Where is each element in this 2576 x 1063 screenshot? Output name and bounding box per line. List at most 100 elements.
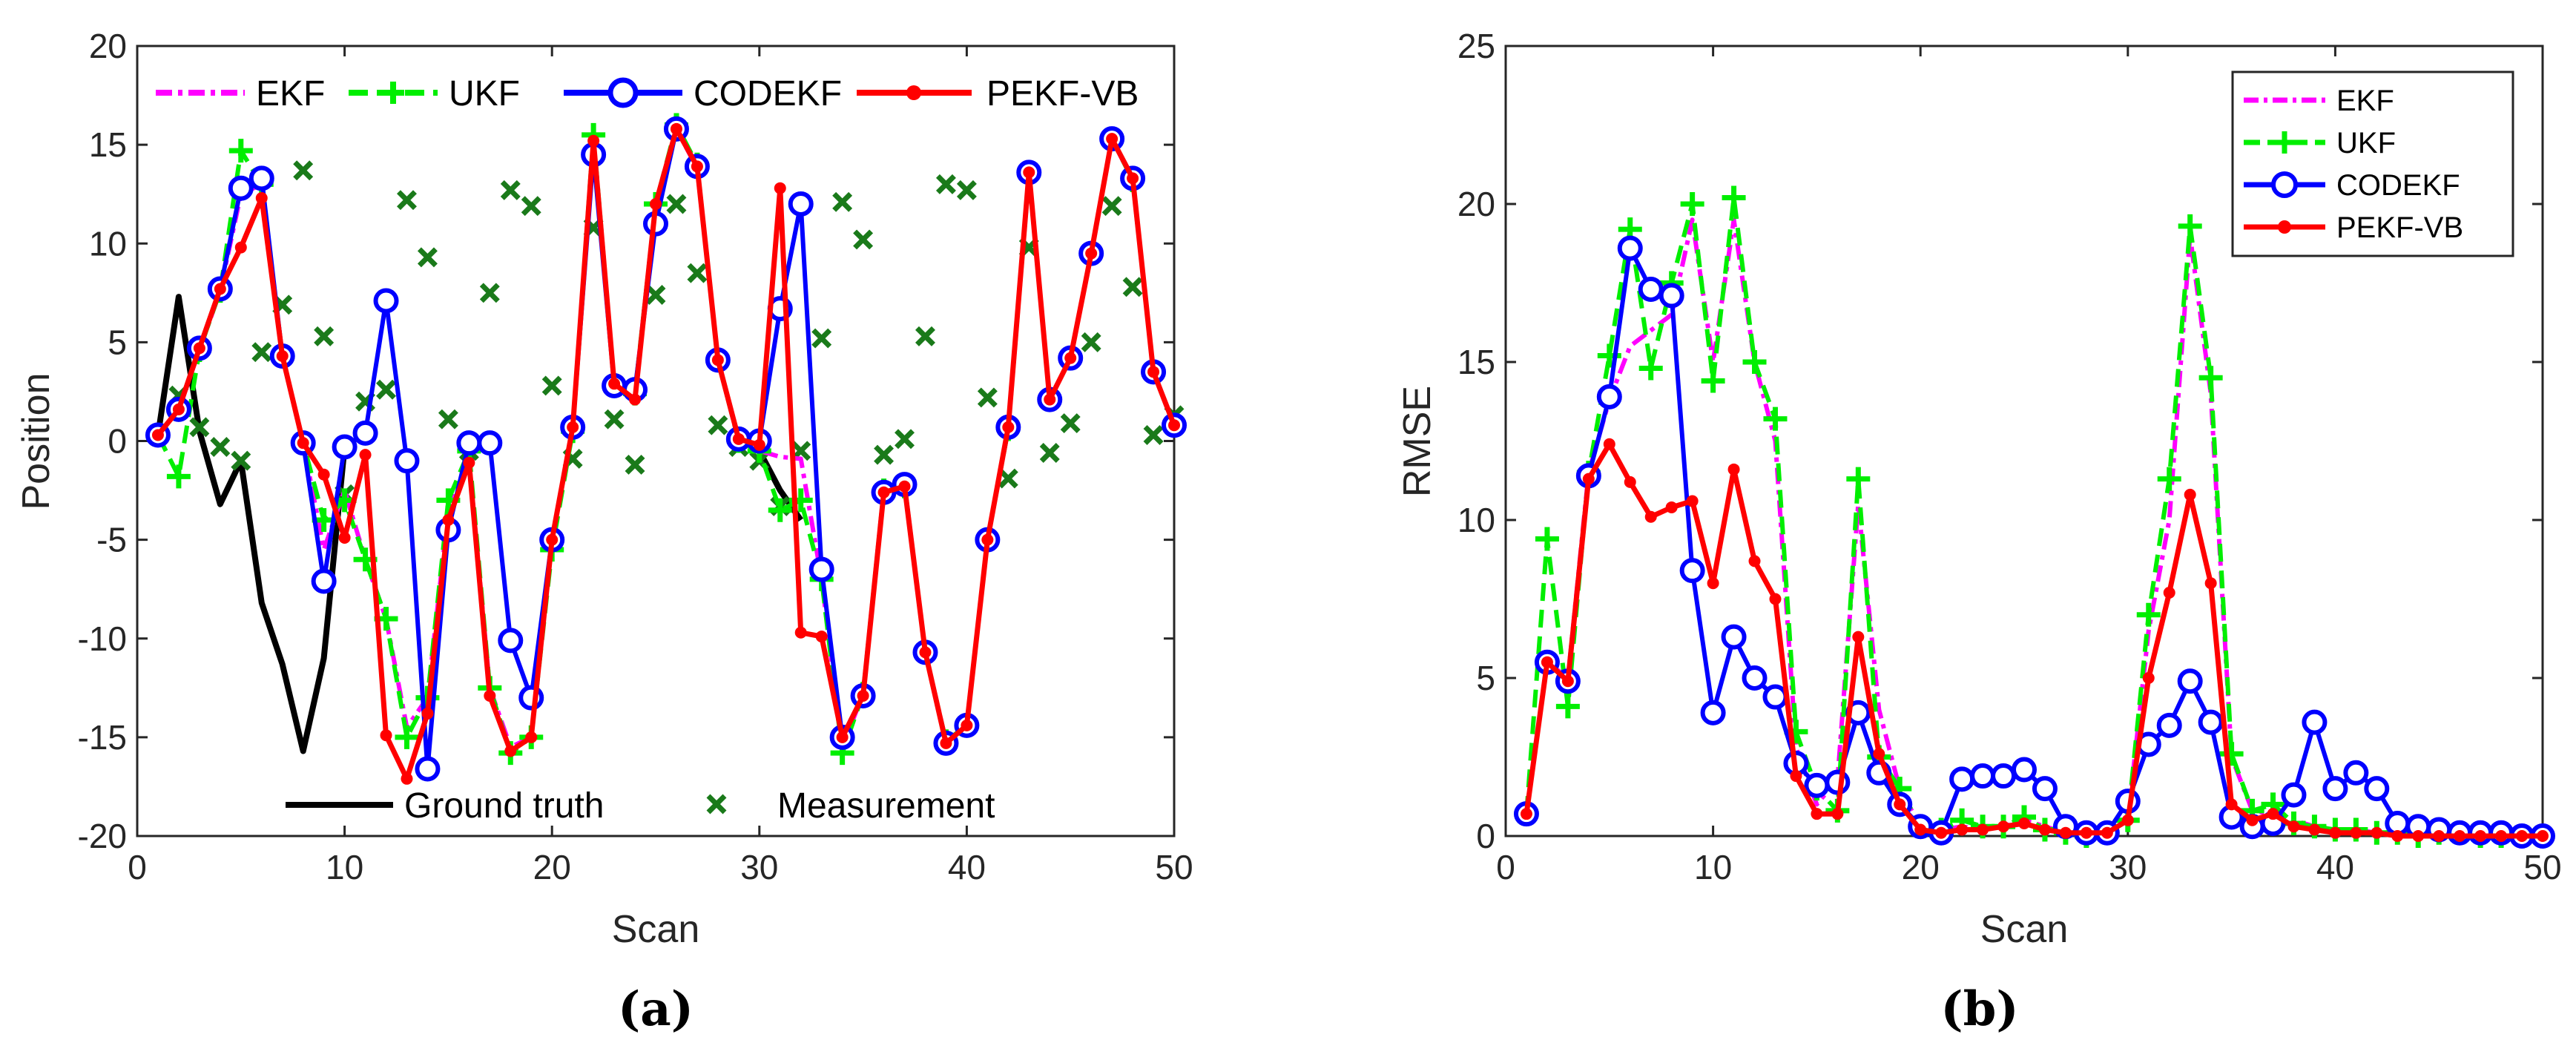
b-series-codekf-point <box>2343 760 2369 786</box>
a-xtick-label: 10 <box>326 848 363 886</box>
a-series-codekf-point <box>311 568 337 594</box>
a-series-codekf-point <box>415 756 441 782</box>
b-series-pekf-vb-point <box>1686 495 1699 507</box>
a-series-pekf-vb-point <box>234 241 247 254</box>
b-series-pekf-vb-point <box>2121 814 2134 826</box>
b-series-pekf-vb-point <box>1873 748 1885 760</box>
a-series-measurement-point <box>915 326 935 346</box>
a-series-ukf-point <box>768 498 792 522</box>
b-series-pekf-vb-point <box>2474 830 2487 842</box>
b-series-codekf-point <box>1762 684 1788 710</box>
a-series-pekf-vb-point <box>442 514 455 526</box>
b-series-codekf-point <box>2302 709 2328 735</box>
a-series-pekf-vb-point <box>877 486 890 498</box>
b-series-pekf-vb-point <box>2267 808 2279 820</box>
a-series-measurement-point <box>895 429 915 450</box>
a-series-pekf-vb-point <box>151 429 164 441</box>
b-series-pekf-vb-point <box>1748 555 1761 567</box>
a-series-measurement-point <box>956 180 977 200</box>
b-series-pekf-vb-point <box>1665 501 1678 513</box>
b-series-codekf-point <box>1700 700 1726 725</box>
b-series-ukf-point <box>2198 366 2223 390</box>
a-series-codekf-point <box>498 628 524 654</box>
b-series-pekf-vb-point <box>1561 675 1574 688</box>
b-series-pekf-vb-point <box>1582 473 1595 485</box>
b-ylabel: RMSE <box>1396 386 1439 497</box>
a-series-pekf-vb-point <box>1064 352 1077 364</box>
a-series-codekf-point <box>394 448 420 474</box>
a-series-pekf-vb-point <box>338 531 351 544</box>
b-ytick-label: 10 <box>1457 501 1495 539</box>
a-series-pekf-vb-point <box>1127 172 1139 185</box>
a-series-pekf-vb-point <box>172 403 185 415</box>
a-panel-label: (a) <box>618 981 694 1037</box>
a-series-pekf-vb-point <box>546 533 559 546</box>
b-series-pekf-vb-point <box>2516 830 2529 842</box>
a-series-measurement-point <box>1101 196 1122 217</box>
b-series-pekf-vb-point <box>1769 593 1782 605</box>
a-ytick-label: 20 <box>89 27 127 65</box>
b-series-codekf-point <box>1679 558 1705 584</box>
a-series-measurement-point <box>293 160 314 181</box>
b-series-pekf-vb-point <box>2391 830 2404 842</box>
a-series-pekf-vb-point <box>484 689 496 702</box>
b-series-pekf-vb-point <box>2204 577 2217 590</box>
a-series-pekf-vb-point <box>919 646 932 659</box>
b-series-pekf-vb-point <box>2163 586 2175 599</box>
b-series-codekf-point <box>2198 709 2224 735</box>
b-legend-ekf-label: EKF <box>2336 85 2394 117</box>
b-series-ukf-point <box>1701 369 1725 393</box>
a-series-pekf-vb-point <box>1044 393 1056 406</box>
b-series-codekf-point <box>2177 668 2203 694</box>
b-series-codekf-point <box>1991 763 2017 789</box>
b-series-pekf-vb-point <box>1811 808 1823 820</box>
b-series-pekf-vb-point <box>2495 830 2508 842</box>
b-series-codekf-point <box>1825 769 1851 795</box>
a-ytick-label: 15 <box>89 125 127 164</box>
b-ytick-label: 5 <box>1476 659 1495 697</box>
b-series-pekf-vb-point <box>2184 488 2196 501</box>
a-series-pekf-vb-line <box>156 126 1177 782</box>
a-series-codekf-point <box>228 175 254 201</box>
a-series-ground-truth <box>155 294 348 754</box>
b-series-pekf-vb-point <box>2329 826 2342 839</box>
a-series-ukf-point <box>395 725 419 749</box>
b-series-pekf-vb-point <box>2412 830 2425 842</box>
a-series-measurement-point <box>314 326 335 346</box>
a-series-pekf-vb-point <box>525 731 538 743</box>
b-series-ukf-point <box>1722 185 1746 210</box>
a-series-pekf-vb-point <box>940 737 952 749</box>
b-ytick-label: 25 <box>1457 27 1495 65</box>
b-series-ukf-point <box>1555 694 1580 719</box>
a-series-pekf-vb-point <box>629 393 642 406</box>
a-series-ground-truth-line <box>155 294 348 754</box>
a-ytick-label: 5 <box>108 323 127 361</box>
b-xtick-label: 40 <box>2316 848 2354 886</box>
b-series-codekf-point <box>2364 776 2390 802</box>
a-series-measurement-point <box>417 247 438 268</box>
b-series-pekf-vb-point <box>2308 823 2321 836</box>
a-series-measurement-point <box>666 194 687 214</box>
a-xtick-label: 0 <box>128 848 147 886</box>
b-xtick-label: 10 <box>1694 848 1732 886</box>
a-ytick-label: 10 <box>89 224 127 263</box>
b-series-codekf-point <box>1638 277 1664 303</box>
b-series-ukf-point <box>1535 527 1559 551</box>
b-series-pekf-vb-point <box>1914 823 1927 836</box>
a-series-measurement-point <box>853 229 874 250</box>
b-series-pekf-vb-point <box>1956 823 1969 836</box>
a-series-pekf-vb-point <box>1147 366 1160 378</box>
b-series-pekf-vb-point <box>1520 808 1532 820</box>
a-series-codekf-point <box>352 420 378 446</box>
a-series-pekf-vb-point <box>359 449 372 461</box>
b-series-pekf-vb-point <box>2059 826 2072 839</box>
a-series-measurement-point <box>1081 332 1101 352</box>
b-series-ukf-point <box>2157 467 2181 491</box>
b-series-pekf-vb-point <box>2537 830 2549 842</box>
a-series-measurement-point <box>977 387 998 408</box>
panel-a: 0 10 20 30 40 50 -20 -15 -10 -5 0 5 10 15 20 Scan Posi… <box>15 27 1193 1037</box>
b-ytick-label: 15 <box>1457 343 1495 381</box>
a-series-pekf-vb-point <box>1168 419 1180 432</box>
a-series-codekf-point <box>373 288 399 314</box>
